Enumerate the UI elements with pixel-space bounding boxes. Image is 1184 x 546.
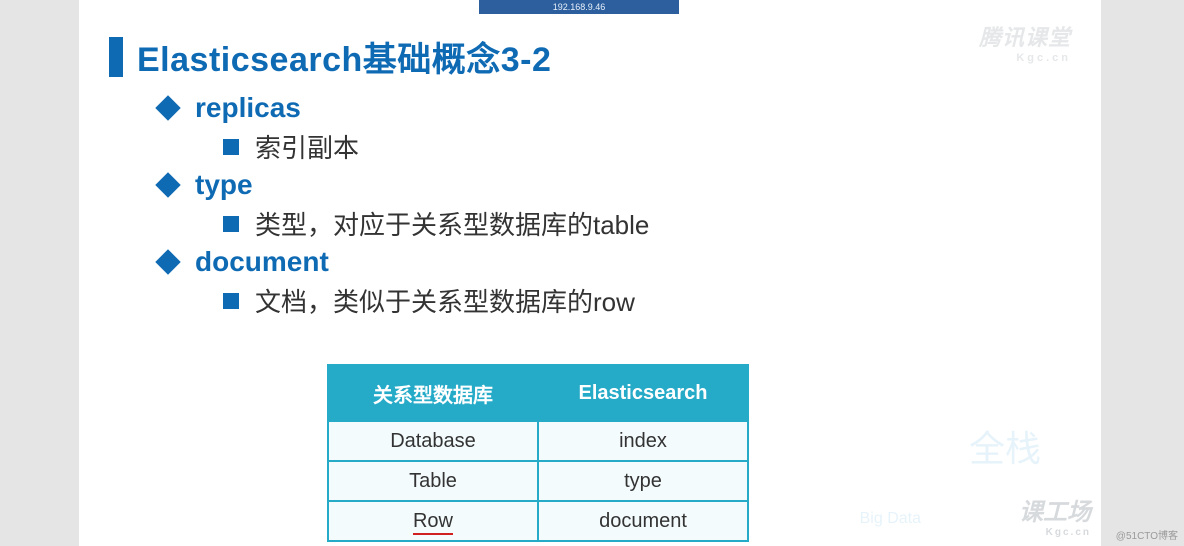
watermark-top-text: 腾讯课堂 <box>979 25 1071 50</box>
underlined-text: Row <box>413 510 453 535</box>
watermark-bottom-text: 课工场 <box>1019 499 1091 526</box>
credit-text: @51CTO博客 <box>1116 527 1178 542</box>
watermark-bottom-sub: Kgc.cn <box>1019 527 1091 538</box>
comparison-table: 关系型数据库 Elasticsearch Database index Tabl… <box>327 364 749 542</box>
title-accent-bar <box>109 37 123 77</box>
bullet-lvl2: 类型，对应于关系型数据库的table <box>223 205 909 242</box>
watermark-mid: 全栈 <box>969 420 1041 472</box>
table-cell: document <box>538 501 748 541</box>
table-header-row: 关系型数据库 Elasticsearch <box>328 365 748 421</box>
watermark-bigdata: Big Data <box>860 510 921 528</box>
bullet-list: replicas 索引副本 type 类型，对应于关系型数据库的table do… <box>159 88 909 321</box>
diamond-icon <box>155 95 180 120</box>
bullet-lvl2: 文档，类似于关系型数据库的row <box>223 282 909 319</box>
title-row: Elasticsearch基础概念3-2 <box>109 32 551 81</box>
bullet-lvl1: type <box>159 169 909 201</box>
bullet-lvl1: document <box>159 246 909 278</box>
titlebar-ip: 192.168.9.46 <box>479 0 679 14</box>
square-icon <box>223 293 239 309</box>
watermark-top-sub: Kgc.cn <box>979 52 1071 64</box>
bullet-lvl1: replicas <box>159 92 909 124</box>
slide-title: Elasticsearch基础概念3-2 <box>137 32 551 81</box>
bullet-lvl2-label: 索引副本 <box>255 128 359 165</box>
watermark-bottom: 课工场 Kgc.cn <box>1019 492 1091 538</box>
table-cell: Table <box>328 461 538 501</box>
table-header-cell: 关系型数据库 <box>328 365 538 421</box>
table-cell: type <box>538 461 748 501</box>
table-header-cell: Elasticsearch <box>538 365 748 421</box>
bullet-lvl2: 索引副本 <box>223 128 909 165</box>
table-row: Database index <box>328 421 748 461</box>
table-cell: index <box>538 421 748 461</box>
square-icon <box>223 139 239 155</box>
table-row: Row document <box>328 501 748 541</box>
square-icon <box>223 216 239 232</box>
bullet-lvl2-label: 类型，对应于关系型数据库的table <box>255 205 649 242</box>
table-cell: Database <box>328 421 538 461</box>
bullet-lvl2-label: 文档，类似于关系型数据库的row <box>255 282 635 319</box>
table-row: Table type <box>328 461 748 501</box>
diamond-icon <box>155 172 180 197</box>
bullet-lvl1-label: replicas <box>195 92 301 124</box>
diamond-icon <box>155 249 180 274</box>
table-cell: Row <box>328 501 538 541</box>
bullet-lvl1-label: document <box>195 246 329 278</box>
watermark-top: 腾讯课堂 Kgc.cn <box>979 20 1071 64</box>
bullet-lvl1-label: type <box>195 169 253 201</box>
slide: 192.168.9.46 Elasticsearch基础概念3-2 replic… <box>79 0 1101 546</box>
